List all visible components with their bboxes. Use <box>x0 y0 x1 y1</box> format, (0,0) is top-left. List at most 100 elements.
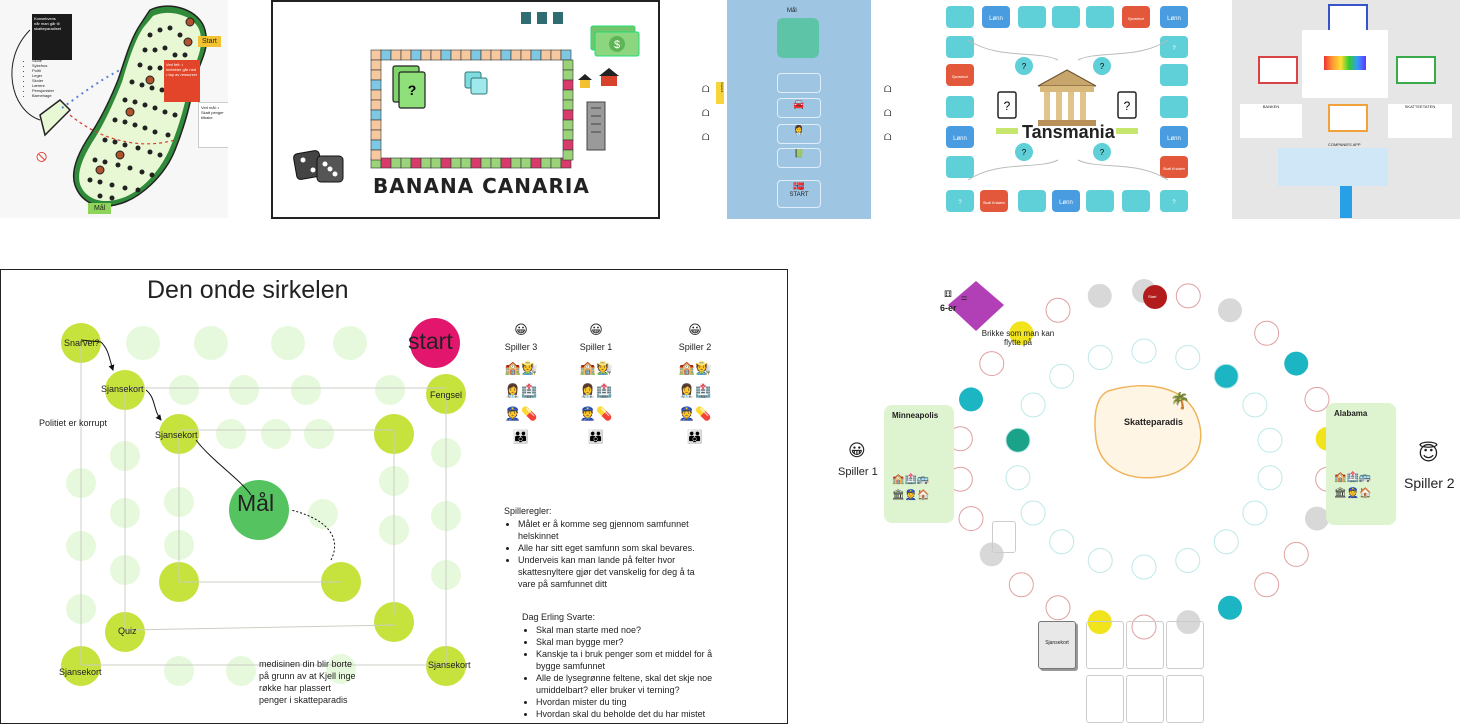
player-box-left[interactable] <box>1258 56 1298 84</box>
minneapolis-card[interactable]: Minneapolis 🏫🏥🚌 🏛👮🏠 <box>884 405 954 523</box>
ring-node[interactable] <box>1304 386 1330 412</box>
ring-node[interactable] <box>1254 320 1280 346</box>
panel-blue-board[interactable]: Mål 🚘 👩‍⚕️ 📗 🇳🇴 START <box>727 0 871 219</box>
ring-node[interactable] <box>1217 595 1242 620</box>
inner-ring-node[interactable] <box>1242 392 1268 418</box>
chance-deck[interactable]: Sjansekort <box>1038 621 1076 669</box>
panel-skatteparadis[interactable]: ⚅ 6-er = Brikke som man kan flytte på St… <box>828 269 1460 725</box>
ring-node[interactable] <box>1008 572 1034 598</box>
player-3-column[interactable]: 😀 Spiller 3 🏫🧑‍🌾 👩‍⚕️🏥 👮💊 👪 <box>491 322 551 448</box>
inner-ring-node[interactable] <box>1005 465 1031 491</box>
board-node[interactable] <box>229 480 289 540</box>
board-node[interactable] <box>374 602 414 642</box>
companies-panel[interactable] <box>1278 148 1388 186</box>
inner-ring-node[interactable] <box>1005 427 1031 453</box>
ring-node[interactable] <box>979 351 1005 377</box>
board-node[interactable] <box>226 656 256 686</box>
panel-grey-board[interactable]: BANKEN SKATTEETATEN COMPANIES APP <box>1232 0 1460 219</box>
player-box-right[interactable] <box>1396 56 1436 84</box>
ring-node[interactable] <box>1176 610 1201 635</box>
board-node[interactable] <box>194 326 228 360</box>
inner-ring-node[interactable] <box>1213 529 1239 555</box>
ring-node[interactable] <box>958 506 984 532</box>
ring-node[interactable] <box>1087 610 1112 635</box>
board-tile <box>1018 190 1046 212</box>
ring-node[interactable] <box>1284 351 1309 376</box>
board-node[interactable] <box>333 326 367 360</box>
board-node[interactable] <box>261 419 291 449</box>
board-tile[interactable]: 📗 <box>777 148 821 168</box>
panel-den-onde-sirkelen[interactable]: Den onde sirkelen start Snarvei? Sjansek… <box>0 269 788 724</box>
ring-node[interactable] <box>1009 321 1034 346</box>
inner-ring-node[interactable] <box>1131 554 1157 580</box>
ring-node[interactable] <box>979 542 1004 567</box>
card-slot[interactable] <box>1126 675 1164 723</box>
inner-ring-node[interactable] <box>1049 363 1075 389</box>
ring-node[interactable] <box>1045 297 1071 323</box>
empty-tile[interactable] <box>777 73 821 93</box>
goal-tile[interactable] <box>777 18 819 58</box>
panel-tansmania[interactable]: Lønn Sjansekort Lønn? Sjansekort Lønn Lønn Ska… <box>938 0 1196 219</box>
start-tile[interactable]: 🇳🇴 START <box>777 180 821 208</box>
board-node[interactable] <box>308 499 338 529</box>
car-tile[interactable]: 🚘 <box>777 98 821 118</box>
ring-node[interactable] <box>1283 541 1309 567</box>
track-tile <box>562 139 574 151</box>
board-node[interactable] <box>410 318 460 368</box>
board-node[interactable] <box>126 326 160 360</box>
inner-ring-node[interactable] <box>1087 345 1113 371</box>
board-node[interactable] <box>229 375 259 405</box>
ring-node[interactable] <box>1254 572 1280 598</box>
board-node[interactable] <box>271 326 305 360</box>
player-box-bottom[interactable] <box>1328 104 1368 132</box>
inner-ring-node[interactable] <box>1020 500 1046 526</box>
inner-ring-node[interactable] <box>1213 363 1239 389</box>
inner-ring-node[interactable] <box>1131 338 1157 364</box>
player-box-top[interactable] <box>1328 4 1368 32</box>
inner-ring-node[interactable] <box>1020 392 1046 418</box>
board-node[interactable] <box>291 375 321 405</box>
inner-ring-node[interactable] <box>1242 500 1268 526</box>
ring-node[interactable] <box>1045 595 1071 621</box>
panel-norway-map[interactable]: Start Mål Konsekvens når man går til ska… <box>0 0 228 218</box>
card-slot[interactable] <box>1166 621 1204 669</box>
board-node[interactable] <box>164 656 194 686</box>
board-node[interactable] <box>326 654 356 684</box>
board-node[interactable] <box>426 374 466 414</box>
track-tile <box>540 157 552 169</box>
board-node[interactable] <box>216 419 246 449</box>
board-node[interactable] <box>105 612 145 652</box>
bank-box[interactable]: BANKEN <box>1240 104 1302 138</box>
inner-ring-node[interactable] <box>1257 465 1283 491</box>
card-slot[interactable] <box>1086 675 1124 723</box>
inner-ring-node[interactable] <box>1175 345 1201 371</box>
ring-node[interactable] <box>1087 283 1112 308</box>
question-mark: ? <box>1022 62 1027 71</box>
card-slot[interactable] <box>1126 621 1164 669</box>
board-node[interactable] <box>375 375 405 405</box>
ring-node[interactable] <box>1304 506 1329 531</box>
inner-ring-node[interactable] <box>1049 529 1075 555</box>
card-slot[interactable] <box>1086 621 1124 669</box>
card-slot[interactable] <box>1166 675 1204 723</box>
inner-ring-node[interactable] <box>1175 547 1201 573</box>
inner-ring-node[interactable] <box>1087 547 1113 573</box>
center-board[interactable] <box>1302 30 1388 98</box>
blue-column[interactable] <box>1340 186 1352 218</box>
panel-banana-canaria[interactable]: ? $ BANANA CANARIA <box>271 0 660 219</box>
board-node[interactable] <box>169 375 199 405</box>
ring-node[interactable] <box>1175 283 1201 309</box>
board-tile <box>1160 126 1188 148</box>
inner-ring-node[interactable] <box>1257 427 1283 453</box>
board-node[interactable] <box>304 419 334 449</box>
alabama-card[interactable]: Alabama 🏫🏥🚌 🏛👮🏠 <box>1326 403 1396 525</box>
board-node[interactable] <box>426 646 466 686</box>
ring-node[interactable] <box>1217 298 1242 323</box>
board-node[interactable] <box>61 646 101 686</box>
player-2-column[interactable]: 😀 Spiller 2 🏫🧑‍🌾 👩‍⚕️🏥 👮💊 👪 <box>665 322 725 448</box>
doctor-tile[interactable]: 👩‍⚕️ <box>777 124 821 144</box>
player-1-column[interactable]: 😀 Spiller 1 🏫🧑‍🌾 👩‍⚕️🏥 👮💊 👪 <box>566 322 626 448</box>
tax-box[interactable]: SKATTEETATEN <box>1388 104 1452 138</box>
ring-node[interactable] <box>959 387 984 412</box>
rainbow-strip <box>1324 56 1366 70</box>
